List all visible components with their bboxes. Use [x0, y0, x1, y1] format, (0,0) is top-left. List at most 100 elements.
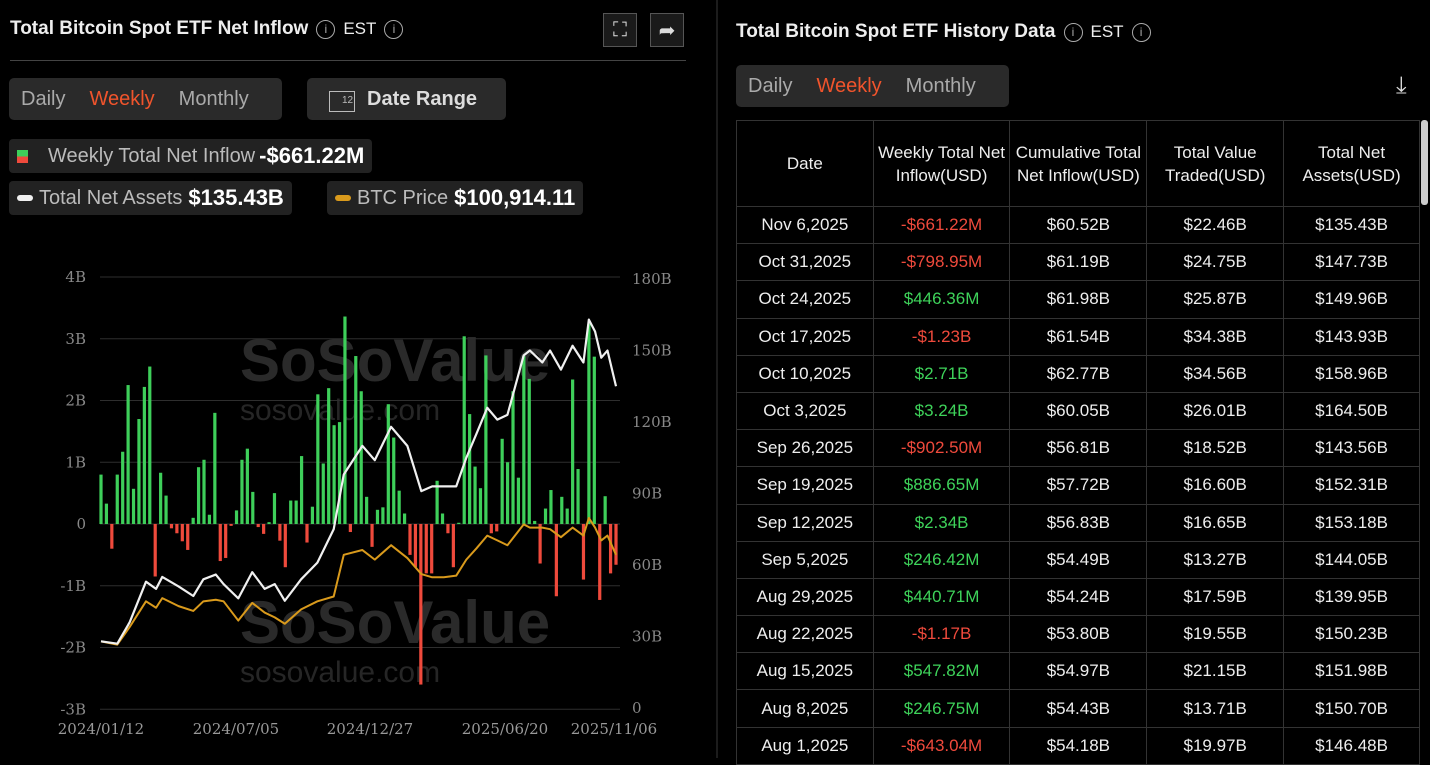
- inflow-bar[interactable]: [256, 524, 260, 528]
- inflow-bar[interactable]: [305, 524, 309, 543]
- inflow-bar[interactable]: [527, 378, 531, 524]
- inflow-bar[interactable]: [505, 462, 510, 524]
- tab-weekly[interactable]: Weekly: [816, 74, 882, 97]
- timezone-info-icon[interactable]: i: [1131, 22, 1151, 42]
- inflow-bar[interactable]: [262, 524, 266, 534]
- inflow-bar[interactable]: [608, 524, 613, 574]
- table-row[interactable]: Sep 5,2025 $246.42M $54.49B $13.27B $144.05B: [736, 540, 1420, 579]
- inflow-bar[interactable]: [213, 412, 217, 524]
- inflow-bar[interactable]: [359, 391, 363, 524]
- table-row[interactable]: Sep 12,2025 $2.34B $56.83B $16.65B $153.18B: [736, 503, 1420, 542]
- inflow-bar[interactable]: [218, 524, 222, 562]
- table-row[interactable]: Aug 22,2025 -$1.17B $53.80B $19.55B $150.23B: [736, 615, 1420, 654]
- inflow-bar[interactable]: [272, 493, 277, 524]
- inflow-bar[interactable]: [533, 520, 537, 524]
- inflow-bar[interactable]: [348, 524, 352, 533]
- legend-weekly-inflow[interactable]: Weekly Total Net Inflow -$661.22M: [9, 139, 373, 173]
- btc-price-line[interactable]: [100, 516, 617, 646]
- inflow-bar[interactable]: [500, 438, 504, 524]
- inflow-bar[interactable]: [251, 491, 255, 524]
- legend-btc-price[interactable]: BTC Price $100,914.11: [327, 181, 584, 215]
- inflow-bar[interactable]: [495, 524, 499, 532]
- inflow-bar[interactable]: [576, 469, 580, 524]
- inflow-bar[interactable]: [365, 496, 369, 524]
- inflow-bar[interactable]: [126, 385, 130, 524]
- inflow-bar[interactable]: [543, 508, 548, 524]
- inflow-bar[interactable]: [327, 388, 331, 524]
- inflow-bar[interactable]: [587, 323, 591, 524]
- inflow-bar[interactable]: [343, 316, 347, 524]
- inflow-bar[interactable]: [110, 524, 114, 549]
- inflow-bar[interactable]: [462, 336, 466, 524]
- inflow-bar[interactable]: [549, 490, 553, 524]
- inflow-bar[interactable]: [457, 522, 461, 524]
- tab-daily[interactable]: Daily: [748, 74, 793, 97]
- table-row[interactable]: Sep 19,2025 $886.65M $57.72B $16.60B $152.31…: [736, 466, 1420, 505]
- table-row[interactable]: Oct 10,2025 $2.71B $62.77B $34.56B $158.96B: [736, 354, 1420, 393]
- inflow-bar[interactable]: [229, 524, 233, 526]
- inflow-bar[interactable]: [397, 490, 401, 524]
- inflow-bar[interactable]: [196, 467, 201, 524]
- inflow-bar[interactable]: [516, 477, 521, 524]
- inflow-bar[interactable]: [283, 524, 287, 568]
- inflow-bar[interactable]: [413, 524, 418, 568]
- table-row[interactable]: Aug 1,2025 -$643.04M $54.18B $19.97B $146.48…: [736, 726, 1420, 765]
- inflow-bar[interactable]: [148, 366, 152, 524]
- inflow-bar[interactable]: [554, 524, 558, 597]
- inflow-bar[interactable]: [121, 451, 125, 524]
- inflow-bar[interactable]: [478, 488, 483, 524]
- info-icon[interactable]: i: [1063, 22, 1083, 42]
- tab-weekly[interactable]: Weekly: [89, 87, 155, 110]
- inflow-bar[interactable]: [473, 466, 477, 524]
- inflow-bar[interactable]: [560, 496, 564, 524]
- table-row[interactable]: Oct 17,2025 -$1.23B $61.54B $34.38B $143.93B: [736, 317, 1420, 356]
- inflow-bar[interactable]: [234, 510, 239, 524]
- inflow-bar[interactable]: [419, 524, 423, 685]
- tab-daily[interactable]: Daily: [21, 87, 66, 110]
- inflow-bar[interactable]: [603, 496, 607, 524]
- inflow-bar[interactable]: [159, 472, 163, 524]
- inflow-bar[interactable]: [565, 508, 569, 524]
- inflow-bar[interactable]: [191, 517, 195, 524]
- inflow-bar[interactable]: [592, 356, 596, 524]
- inflow-bar[interactable]: [484, 355, 488, 524]
- inflow-bar[interactable]: [424, 524, 428, 574]
- inflow-bar[interactable]: [240, 459, 244, 524]
- inflow-bar[interactable]: [245, 448, 249, 524]
- table-row[interactable]: Nov 6,2025 -$661.22M $60.52B $22.46B $135.43…: [736, 205, 1420, 245]
- inflow-bar[interactable]: [207, 514, 212, 524]
- inflow-bar[interactable]: [202, 459, 206, 524]
- table-row[interactable]: Oct 31,2025 -$798.95M $61.19B $24.75B $147.7…: [736, 243, 1420, 282]
- inflow-bar[interactable]: [316, 394, 320, 524]
- inflow-bar[interactable]: [332, 425, 336, 524]
- inflow-bar[interactable]: [104, 503, 109, 524]
- inflow-bar[interactable]: [354, 356, 358, 524]
- inflow-bar[interactable]: [402, 513, 407, 524]
- inflow-bar[interactable]: [386, 404, 390, 524]
- inflow-bar[interactable]: [175, 524, 179, 534]
- inflow-bar[interactable]: [375, 509, 380, 524]
- inflow-bar[interactable]: [440, 513, 445, 524]
- inflow-bar[interactable]: [522, 356, 526, 524]
- inflow-bar[interactable]: [614, 524, 618, 565]
- tab-monthly[interactable]: Monthly: [178, 87, 249, 110]
- inflow-bar[interactable]: [267, 522, 271, 524]
- info-icon[interactable]: i: [316, 19, 336, 39]
- inflow-bar[interactable]: [435, 480, 439, 524]
- inflow-bar[interactable]: [446, 524, 450, 534]
- timezone-info-icon[interactable]: i: [384, 19, 404, 39]
- inflow-bar[interactable]: [224, 524, 228, 558]
- inflow-bar[interactable]: [186, 524, 190, 550]
- inflow-bar[interactable]: [451, 524, 455, 568]
- inflow-bar[interactable]: [321, 463, 325, 524]
- share-button[interactable]: ➦: [650, 13, 684, 47]
- legend-total-net-assets[interactable]: Total Net Assets $135.43B: [9, 181, 292, 215]
- table-row[interactable]: Sep 26,2025 -$902.50M $56.81B $18.52B $143.5…: [736, 429, 1420, 468]
- table-row[interactable]: Oct 3,2025 $3.24B $60.05B $26.01B $164.50B: [736, 391, 1420, 431]
- inflow-bar[interactable]: [511, 391, 515, 524]
- inflow-bar[interactable]: [142, 386, 146, 524]
- inflow-bar[interactable]: [392, 437, 396, 524]
- inflow-bar[interactable]: [408, 524, 412, 555]
- inflow-bar[interactable]: [381, 507, 385, 524]
- inflow-bar[interactable]: [299, 456, 304, 524]
